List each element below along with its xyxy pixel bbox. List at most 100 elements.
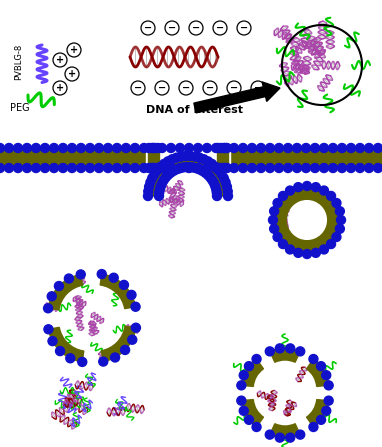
Circle shape — [163, 157, 173, 166]
Circle shape — [121, 143, 131, 152]
Circle shape — [175, 164, 185, 173]
Polygon shape — [148, 147, 159, 169]
Circle shape — [147, 164, 157, 173]
Circle shape — [275, 143, 283, 152]
Circle shape — [223, 187, 232, 196]
Circle shape — [303, 181, 311, 190]
Circle shape — [322, 371, 331, 380]
Circle shape — [327, 240, 335, 249]
Circle shape — [131, 164, 139, 173]
Circle shape — [58, 143, 68, 152]
Circle shape — [76, 143, 86, 152]
Circle shape — [222, 182, 231, 191]
Circle shape — [139, 164, 149, 173]
Circle shape — [275, 164, 283, 173]
Circle shape — [40, 164, 50, 173]
Circle shape — [198, 166, 207, 175]
Circle shape — [131, 323, 141, 332]
Circle shape — [356, 164, 364, 173]
Circle shape — [270, 207, 278, 216]
Circle shape — [275, 433, 284, 442]
Circle shape — [283, 143, 293, 152]
Circle shape — [194, 164, 202, 173]
Circle shape — [154, 191, 163, 201]
Circle shape — [157, 143, 167, 152]
Circle shape — [239, 406, 248, 415]
Circle shape — [286, 433, 295, 442]
Circle shape — [265, 143, 275, 152]
Circle shape — [31, 143, 40, 152]
Polygon shape — [217, 147, 228, 169]
Circle shape — [319, 143, 329, 152]
Wedge shape — [307, 359, 329, 386]
Wedge shape — [241, 359, 264, 386]
Circle shape — [212, 164, 220, 173]
Circle shape — [217, 169, 226, 178]
Circle shape — [237, 381, 246, 390]
Circle shape — [44, 325, 53, 334]
Circle shape — [248, 164, 256, 173]
Circle shape — [220, 164, 228, 173]
Circle shape — [244, 415, 254, 424]
Circle shape — [168, 155, 176, 164]
Circle shape — [44, 304, 53, 313]
Circle shape — [54, 282, 63, 291]
Circle shape — [214, 143, 222, 152]
Circle shape — [167, 164, 175, 173]
Circle shape — [346, 143, 356, 152]
Circle shape — [244, 362, 254, 371]
Circle shape — [283, 164, 293, 173]
Circle shape — [317, 415, 325, 424]
Circle shape — [194, 143, 202, 152]
Circle shape — [47, 292, 56, 301]
Circle shape — [265, 347, 274, 356]
Circle shape — [311, 183, 320, 192]
Circle shape — [335, 207, 344, 216]
Wedge shape — [48, 274, 83, 310]
Wedge shape — [270, 348, 300, 362]
Circle shape — [203, 170, 212, 179]
Circle shape — [217, 143, 225, 152]
Circle shape — [329, 164, 338, 173]
Wedge shape — [101, 326, 136, 362]
Circle shape — [278, 191, 288, 200]
Circle shape — [144, 164, 154, 173]
Circle shape — [278, 240, 288, 249]
Circle shape — [217, 164, 225, 173]
Circle shape — [76, 164, 86, 173]
Circle shape — [230, 164, 238, 173]
Circle shape — [175, 143, 185, 152]
Circle shape — [113, 143, 121, 152]
Circle shape — [364, 143, 374, 152]
Circle shape — [175, 164, 184, 173]
Circle shape — [128, 335, 137, 344]
Circle shape — [202, 143, 212, 152]
Circle shape — [131, 143, 139, 152]
Circle shape — [150, 169, 159, 178]
Circle shape — [219, 173, 228, 182]
Circle shape — [256, 143, 265, 152]
Text: −: − — [144, 23, 152, 33]
Circle shape — [166, 168, 175, 177]
Circle shape — [332, 198, 341, 207]
Circle shape — [113, 164, 121, 173]
Circle shape — [149, 164, 157, 173]
Circle shape — [167, 143, 175, 152]
FancyArrow shape — [194, 82, 280, 113]
Text: PEG: PEG — [10, 103, 30, 113]
Circle shape — [151, 143, 160, 152]
Circle shape — [68, 143, 76, 152]
Circle shape — [58, 164, 68, 173]
Circle shape — [220, 143, 230, 152]
Circle shape — [23, 143, 31, 152]
Circle shape — [121, 164, 131, 173]
Wedge shape — [49, 327, 84, 362]
Circle shape — [214, 164, 222, 173]
Circle shape — [285, 245, 295, 254]
Circle shape — [13, 143, 23, 152]
Circle shape — [192, 164, 201, 173]
Wedge shape — [241, 400, 264, 427]
Circle shape — [86, 143, 94, 152]
Circle shape — [148, 173, 157, 182]
Circle shape — [294, 183, 303, 192]
